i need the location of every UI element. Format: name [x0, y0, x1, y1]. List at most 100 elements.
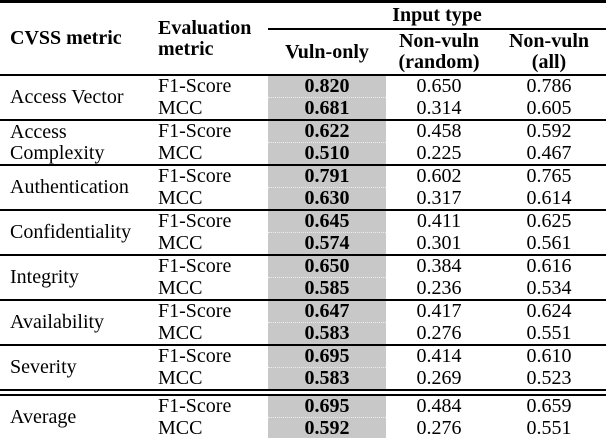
table-row: Average F1-Score 0.695 0.484 0.659	[0, 394, 606, 438]
value-cell-vuln-only: 0.647	[268, 299, 386, 323]
value-cell: 0.616	[492, 254, 606, 278]
eval-metric-cell: MCC	[158, 186, 203, 209]
cvss-metric-cell: Access Complexity	[0, 119, 150, 165]
eval-metric-cell: MCC	[158, 321, 203, 344]
eval-metric-cell: F1-Score	[150, 394, 268, 418]
value-cell: 0.523	[526, 366, 572, 389]
table-row: MCC 0.630 0.317 0.614	[0, 186, 606, 210]
value-cell: 0.561	[526, 231, 572, 254]
cvss-metric-cell: Access Vector	[0, 74, 150, 120]
value-cell: 0.625	[492, 209, 606, 233]
table-row: Access Complexity F1-Score 0.622 0.458 0.592	[0, 119, 606, 165]
value-cell: 0.417	[386, 299, 492, 323]
value-cell-vuln-only: 0.791	[268, 164, 386, 188]
table-row: Authentication F1-Score 0.791 0.602 0.765	[0, 164, 606, 210]
header-non-vuln-random: Non-vuln (random)	[386, 29, 492, 76]
eval-metric-cell: F1-Score	[150, 119, 268, 143]
eval-metric-cell: MCC	[158, 276, 203, 299]
value-cell-vuln-only: 0.583	[268, 367, 386, 390]
value-cell-vuln-only: 0.695	[268, 344, 386, 368]
header-evaluation-metric: Evaluation metric	[150, 1, 268, 76]
eval-metric-cell: F1-Score	[150, 164, 268, 188]
value-cell: 0.484	[386, 394, 492, 418]
eval-metric-cell: MCC	[158, 96, 203, 119]
value-cell: 0.765	[492, 164, 606, 188]
table-row: Confidentiality F1-Score 0.645 0.411 0.625	[0, 209, 606, 255]
cvss-metric-cell: Availability	[0, 299, 150, 345]
header-vuln-only: Vuln-only	[268, 29, 386, 76]
double-rule-separator	[0, 389, 606, 396]
value-cell: 0.411	[386, 209, 492, 233]
eval-metric-cell: F1-Score	[150, 74, 268, 98]
value-cell: 0.659	[492, 394, 606, 418]
value-cell-vuln-only: 0.592	[268, 417, 386, 438]
value-cell: 0.414	[386, 344, 492, 368]
value-cell-vuln-only: 0.574	[268, 232, 386, 255]
header-cvss-metric: CVSS metric	[0, 1, 150, 76]
table-row: MCC 0.510 0.225 0.467	[0, 141, 606, 165]
header-row-top: CVSS metric Evaluation metric Input type	[0, 1, 606, 76]
value-cell-vuln-only: 0.650	[268, 254, 386, 278]
value-cell-vuln-only: 0.681	[268, 97, 386, 120]
cvss-metric-cell: Average	[0, 394, 150, 438]
double-rule	[0, 389, 606, 396]
table-row: Severity F1-Score 0.695 0.414 0.610	[0, 344, 606, 390]
table-row: MCC 0.585 0.236 0.534	[0, 276, 606, 300]
value-cell: 0.467	[526, 141, 572, 164]
value-cell: 0.624	[492, 299, 606, 323]
table-row: MCC 0.583 0.269 0.523	[0, 366, 606, 390]
eval-metric-cell: F1-Score	[150, 254, 268, 278]
cvss-metric-cell: Authentication	[0, 164, 150, 210]
value-cell: 0.314	[416, 96, 462, 119]
eval-metric-cell: F1-Score	[150, 209, 268, 233]
value-cell-vuln-only: 0.630	[268, 187, 386, 210]
value-cell-vuln-only: 0.622	[268, 119, 386, 143]
value-cell: 0.650	[386, 74, 492, 98]
table-row: Access Vector F1-Score 0.820 0.650 0.786	[0, 74, 606, 120]
value-cell: 0.225	[416, 141, 462, 164]
table-row: MCC 0.592 0.276 0.551	[0, 416, 606, 438]
cvss-metric-cell: Integrity	[0, 254, 150, 300]
table-row: MCC 0.681 0.314 0.605	[0, 96, 606, 120]
value-cell-vuln-only: 0.510	[268, 142, 386, 165]
value-cell: 0.276	[416, 416, 462, 438]
eval-metric-cell: MCC	[158, 416, 203, 438]
value-cell: 0.276	[416, 321, 462, 344]
value-cell: 0.551	[526, 416, 572, 438]
value-cell: 0.551	[526, 321, 572, 344]
eval-metric-cell: MCC	[158, 141, 203, 164]
eval-metric-cell: MCC	[158, 231, 203, 254]
table-row: Integrity F1-Score 0.650 0.384 0.616	[0, 254, 606, 300]
value-cell: 0.602	[386, 164, 492, 188]
value-cell: 0.458	[386, 119, 492, 143]
table-row: Availability F1-Score 0.647 0.417 0.624	[0, 299, 606, 345]
header-non-vuln-all: Non-vuln (all)	[492, 29, 606, 76]
eval-metric-cell: F1-Score	[150, 299, 268, 323]
value-cell: 0.534	[526, 276, 572, 299]
value-cell: 0.317	[416, 186, 462, 209]
value-cell: 0.605	[526, 96, 572, 119]
eval-metric-cell: MCC	[158, 366, 203, 389]
header-input-type: Input type	[268, 1, 606, 30]
value-cell-vuln-only: 0.695	[268, 394, 386, 418]
eval-metric-cell: F1-Score	[150, 344, 268, 368]
value-cell: 0.610	[492, 344, 606, 368]
value-cell-vuln-only: 0.645	[268, 209, 386, 233]
table-row: MCC 0.583 0.276 0.551	[0, 321, 606, 345]
value-cell: 0.614	[526, 186, 572, 209]
header-row-sub: Vuln-only Non-vuln (random) Non-vuln (al…	[0, 29, 606, 76]
value-cell: 0.786	[492, 74, 606, 98]
value-cell: 0.236	[416, 276, 462, 299]
value-cell-vuln-only: 0.583	[268, 322, 386, 345]
value-cell: 0.384	[386, 254, 492, 278]
value-cell: 0.269	[416, 366, 462, 389]
value-cell: 0.592	[492, 119, 606, 143]
table-row: MCC 0.574 0.301 0.561	[0, 231, 606, 255]
cvss-metric-cell: Confidentiality	[0, 209, 150, 255]
value-cell: 0.301	[416, 231, 462, 254]
value-cell-vuln-only: 0.820	[268, 74, 386, 98]
value-cell-vuln-only: 0.585	[268, 277, 386, 300]
cvss-metric-cell: Severity	[0, 344, 150, 390]
